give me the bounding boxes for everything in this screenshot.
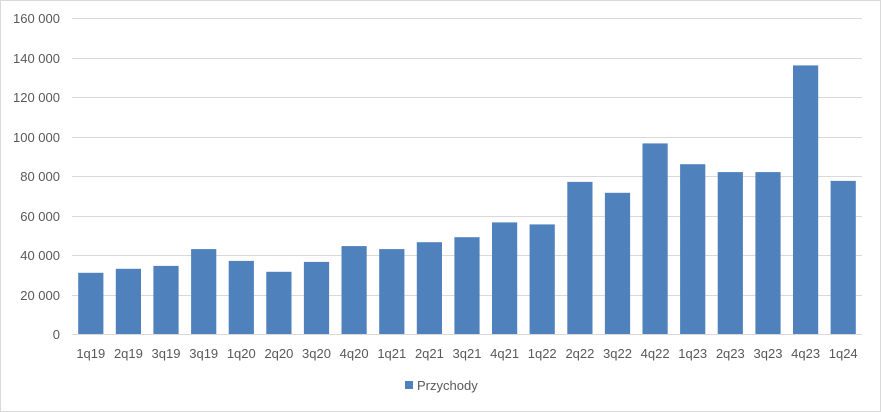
bar-3q19 [153, 265, 179, 334]
legend: Przychody [405, 378, 478, 393]
y-tick-label: 40 000 [20, 248, 60, 263]
x-tick-label: 4q20 [340, 346, 369, 361]
y-tick-label: 80 000 [20, 169, 60, 184]
x-tick-label: 1q22 [528, 346, 557, 361]
bar-3q22 [604, 192, 631, 334]
bar-1q19 [78, 272, 104, 334]
x-tick-label: 1q23 [678, 346, 707, 361]
bar-2q23 [717, 172, 743, 334]
bar-4q23 [793, 65, 819, 335]
bar-2q22 [567, 181, 593, 334]
bar-2q19 [115, 268, 141, 334]
x-tick-label: 1q24 [829, 346, 858, 361]
x-tick-label: 3q22 [603, 346, 632, 361]
legend-swatch [405, 381, 413, 389]
bar-3q19 [191, 249, 217, 334]
y-tick-label: 140 000 [13, 51, 60, 66]
y-tick-label: 60 000 [20, 209, 60, 224]
x-tick-label: 2q19 [114, 346, 143, 361]
bar-1q24 [830, 180, 856, 334]
bar-1q23 [680, 164, 706, 334]
y-axis-labels: 0 20 000 40 000 60 000 80 000 100 000 120 000 1… [13, 11, 60, 342]
x-tick-label: 1q21 [377, 346, 406, 361]
x-tick-label: 3q19 [152, 346, 181, 361]
x-tick-label: 4q22 [641, 346, 670, 361]
y-tick-label: 100 000 [13, 130, 60, 145]
x-tick-label: 2q23 [716, 346, 745, 361]
x-tick-label: 4q21 [490, 346, 519, 361]
bar-3q23 [755, 172, 781, 334]
bar-3q21 [454, 237, 480, 334]
x-tick-label: 3q20 [302, 346, 331, 361]
bar-2q21 [416, 242, 442, 334]
x-tick-label: 3q19 [189, 346, 218, 361]
y-tick-label: 0 [53, 327, 60, 342]
x-tick-label: 3q21 [453, 346, 482, 361]
y-tick-label: 160 000 [13, 11, 60, 26]
bar-4q22 [642, 143, 668, 334]
bar-1q22 [529, 224, 555, 334]
bar-1q20 [228, 260, 254, 334]
bars [78, 65, 856, 335]
bar-2q20 [266, 271, 292, 334]
x-axis-labels: 1q19 2q19 3q19 3q19 1q20 2q20 3q20 4q20 1q21 2q21… [76, 346, 857, 361]
x-tick-label: 3q23 [754, 346, 783, 361]
y-tick-label: 20 000 [20, 288, 60, 303]
x-tick-label: 2q22 [565, 346, 594, 361]
legend-label: Przychody [417, 378, 478, 393]
x-tick-label: 1q20 [227, 346, 256, 361]
y-tick-label: 120 000 [13, 90, 60, 105]
x-tick-label: 2q20 [264, 346, 293, 361]
bar-4q20 [341, 246, 367, 334]
bar-1q21 [379, 249, 405, 334]
x-tick-label: 4q23 [791, 346, 820, 361]
x-tick-label: 2q21 [415, 346, 444, 361]
x-tick-label: 1q19 [76, 346, 105, 361]
bar-3q20 [303, 261, 330, 334]
bar-4q21 [492, 222, 518, 334]
